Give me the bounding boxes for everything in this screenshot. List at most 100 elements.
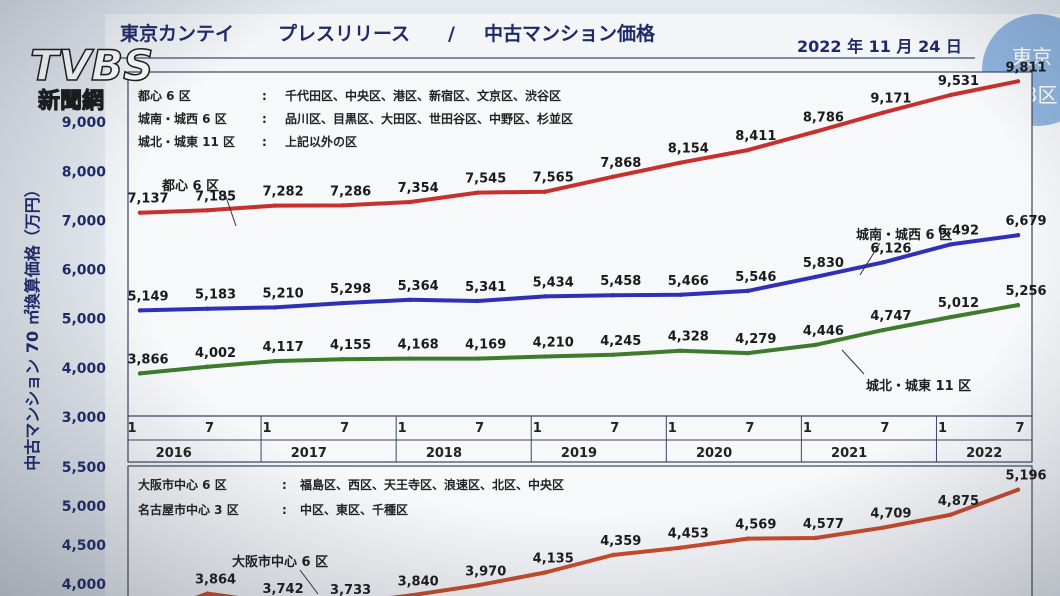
top-x-period-label: 1 <box>127 421 136 436</box>
legend-sep-osaka: : <box>282 478 287 492</box>
series-line-0 <box>138 79 1020 215</box>
series-data-label-0: 7,868 <box>600 156 641 171</box>
series-data-label-1: 5,341 <box>465 280 506 295</box>
series-data-label-1: 6,126 <box>870 241 911 256</box>
legend-label-toshin: 都心 6 区 <box>137 88 191 103</box>
legend-label-nagoya: 名古屋市中心 3 区 <box>138 502 239 517</box>
series-point-1 <box>745 288 751 294</box>
series-name-toshin: 都心 6 区 <box>161 178 219 194</box>
top-x-year-label: 2021 <box>831 446 867 461</box>
series-point-0 <box>407 199 413 205</box>
osaka-series-data-label: 3,733 <box>330 583 371 596</box>
series-point-0 <box>340 203 345 208</box>
series-data-label-1: 6,679 <box>1005 214 1046 229</box>
top-x-period-label: 7 <box>1015 421 1024 436</box>
top-y-tick-label: 7,000 <box>62 213 107 229</box>
series-point-2 <box>137 371 143 376</box>
series-point-2 <box>340 357 345 362</box>
legend-sep-jonan: : <box>262 112 267 126</box>
series-data-label-1: 5,434 <box>533 275 574 290</box>
series-data-label-1: 5,830 <box>803 256 844 271</box>
series-data-label-1: 5,364 <box>398 279 439 294</box>
series-point-0 <box>205 208 210 213</box>
top-y-tick-label: 8,000 <box>62 164 107 180</box>
osaka-series-point <box>880 525 886 530</box>
series-data-label-2: 5,012 <box>938 296 979 311</box>
top-y-tick-label: 3,000 <box>62 410 107 426</box>
series-data-label-2: 4,747 <box>870 309 911 324</box>
region-badge-line1: 東京 <box>1012 45 1052 69</box>
series-point-0 <box>880 110 886 115</box>
osaka-series-line <box>194 487 1020 596</box>
series-data-label-1: 5,458 <box>600 274 641 289</box>
series-point-2 <box>813 342 818 348</box>
series-data-label-1: 5,210 <box>263 286 304 301</box>
bottom-legend: 大阪市中心 6 区 : 福島区、西区、天王寺区、浪速区、北区、中央区 名古屋市中… <box>138 477 564 517</box>
series-point-2 <box>880 327 886 333</box>
top-x-period-label: 7 <box>745 421 754 436</box>
legend-value-jonan: 品川区、目黒区、大田区、世田谷区、中野区、杉並区 <box>285 111 573 126</box>
series-point-0 <box>745 147 751 153</box>
series-point-2 <box>948 314 953 320</box>
osaka-series-point <box>948 512 953 517</box>
bottom-y-tick-label: 4,500 <box>62 538 107 554</box>
osaka-series-data-label: 4,359 <box>600 534 641 549</box>
osaka-series-point <box>475 583 480 588</box>
header-title-right: 中古マンション価格 <box>484 22 656 45</box>
legend-sep-nagoya: : <box>282 503 287 517</box>
series-data-label-2: 4,117 <box>263 340 304 355</box>
top-x-year-label: 2017 <box>291 446 327 461</box>
tvbs-logo: TVBS 新聞網 <box>29 40 154 114</box>
osaka-series-point <box>610 552 615 558</box>
series-point-0 <box>678 160 683 165</box>
series-data-label-1: 5,466 <box>668 274 709 289</box>
series-point-2 <box>475 356 480 361</box>
header-title-mid: プレスリリース <box>278 22 410 45</box>
top-y-ticks: 3,000 4,000 5,000 6,000 7,000 8,000 9,000 <box>62 115 107 426</box>
legend-sep-johoku: : <box>262 135 267 149</box>
osaka-series-data-label: 4,709 <box>870 507 911 522</box>
osaka-series-point <box>745 536 751 541</box>
top-x-period-label: 1 <box>803 421 812 436</box>
series-point-2 <box>205 364 210 369</box>
series-data-label-2: 4,328 <box>668 330 709 345</box>
top-x-period-label: 1 <box>668 421 677 436</box>
series-data-label-0: 7,286 <box>330 184 371 199</box>
osaka-series-data-label: 5,196 <box>1005 469 1046 484</box>
series-data-label-0: 7,354 <box>398 181 439 196</box>
legend-value-osaka: 福島区、西区、天王寺区、浪速区、北区、中央区 <box>299 477 564 492</box>
bottom-y-ticks: 4,000 4,500 5,000 5,500 <box>62 460 107 593</box>
header-title-left: 東京カンテイ <box>120 22 234 45</box>
series-data-label-2: 4,155 <box>330 338 371 353</box>
series-point-0 <box>543 189 548 194</box>
top-y-tick-label: 6,000 <box>62 263 107 279</box>
top-x-year-label: 2022 <box>966 446 1002 461</box>
series-point-0 <box>475 190 480 195</box>
tvbs-logo-sub: 新聞網 <box>38 88 104 114</box>
osaka-series-data-label: 4,569 <box>735 518 776 533</box>
series-data-label-2: 5,256 <box>1005 284 1046 299</box>
series-name-osaka-leader <box>299 569 319 595</box>
top-x-period-label: 1 <box>938 421 947 436</box>
series-point-1 <box>407 297 413 303</box>
series-point-1 <box>948 242 953 247</box>
series-data-label-1: 6,492 <box>938 223 979 238</box>
osaka-series-point <box>678 545 683 550</box>
series-point-1 <box>340 300 345 306</box>
tvbs-logo-brand: TVBS <box>30 41 153 90</box>
top-x-period-label: 7 <box>610 421 619 436</box>
header-separator: / <box>448 23 455 45</box>
y-axis-title: 中古マンション 70 ㎡換算価格（万円） <box>23 181 42 470</box>
osaka-series-point <box>543 570 548 575</box>
series-point-2 <box>678 348 683 353</box>
series-data-label-0: 9,811 <box>1005 60 1046 75</box>
osaka-series-data-label: 4,453 <box>668 527 709 542</box>
series-point-1 <box>880 260 886 265</box>
top-x-year-label: 2016 <box>156 446 192 461</box>
series-data-label-2: 4,168 <box>398 338 439 353</box>
top-y-tick-label: 9,000 <box>62 115 107 131</box>
top-x-period-label: 1 <box>533 421 542 436</box>
osaka-series-point <box>1015 487 1021 492</box>
top-x-period-label: 7 <box>340 421 349 436</box>
top-y-tick-label: 4,000 <box>62 361 107 377</box>
